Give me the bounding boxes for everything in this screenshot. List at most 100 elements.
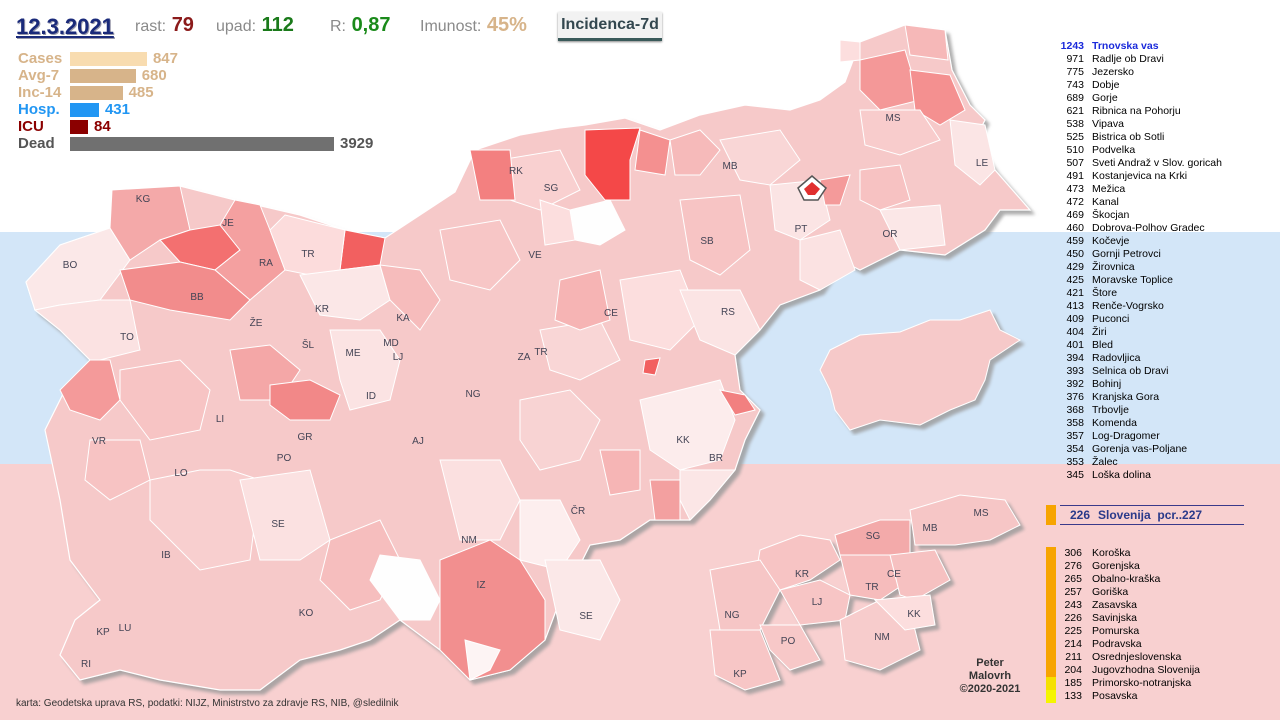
ranking-row[interactable]: 404 Žiri bbox=[1056, 326, 1276, 338]
ranking-row[interactable]: 358 Komenda bbox=[1056, 417, 1276, 429]
map-label: TO bbox=[120, 332, 134, 343]
ranking-value: 353 bbox=[1066, 456, 1084, 468]
region-swatch bbox=[1046, 612, 1056, 625]
map-label: IZ bbox=[476, 580, 486, 591]
map-label: BR bbox=[709, 453, 723, 464]
region-value: 211 bbox=[1065, 651, 1082, 663]
ranking-municipality: Podvelka bbox=[1092, 144, 1136, 156]
ranking-value: 689 bbox=[1066, 92, 1084, 104]
ranking-municipality: Gorje bbox=[1092, 92, 1118, 104]
ranking-row[interactable]: 491 Kostanjevica na Krki bbox=[1056, 170, 1276, 182]
ranking-municipality: Trnovska vas bbox=[1092, 40, 1159, 52]
stat-name: Hosp. bbox=[18, 101, 60, 118]
map-label: SB bbox=[700, 236, 714, 247]
ranking-row[interactable]: 421 Štore bbox=[1056, 287, 1276, 299]
ranking-value: 507 bbox=[1066, 157, 1084, 169]
region-row[interactable]: 257 Goriška bbox=[1046, 586, 1276, 599]
ranking-row[interactable]: 460 Dobrova-Polhov Gradec bbox=[1056, 222, 1276, 234]
ranking-value: 401 bbox=[1066, 339, 1084, 351]
region-row[interactable]: 306 Koroška bbox=[1046, 547, 1276, 560]
region-row[interactable]: 265 Obalno-kraška bbox=[1046, 573, 1276, 586]
region-row[interactable]: 243 Zasavska bbox=[1046, 599, 1276, 612]
region-swatch bbox=[1046, 638, 1056, 651]
ranking-row[interactable]: 394 Radovljica bbox=[1056, 352, 1276, 364]
region-swatch bbox=[1046, 651, 1056, 664]
map-label: TR bbox=[534, 347, 548, 358]
map-label: SE bbox=[579, 611, 593, 622]
stat-bar bbox=[70, 120, 88, 134]
ranking-municipality: Kanal bbox=[1092, 196, 1119, 208]
ranking-row[interactable]: 621 Ribnica na Pohorju bbox=[1056, 105, 1276, 117]
map-label: LJ bbox=[392, 352, 404, 363]
ranking-row[interactable]: 345 Loška dolina bbox=[1056, 469, 1276, 481]
stat-bar bbox=[70, 86, 123, 100]
ranking-row[interactable]: 459 Kočevje bbox=[1056, 235, 1276, 247]
ranking-row[interactable]: 429 Žirovnica bbox=[1056, 261, 1276, 273]
ranking-row[interactable]: 393 Selnica ob Dravi bbox=[1056, 365, 1276, 377]
region-name: Posavska bbox=[1092, 690, 1138, 702]
ranking-municipality: Jezersko bbox=[1092, 66, 1135, 78]
ranking-row[interactable]: 401 Bled bbox=[1056, 339, 1276, 351]
ranking-row[interactable]: 775 Jezersko bbox=[1056, 66, 1276, 78]
rast-stat: rast: 79 bbox=[135, 14, 194, 37]
ranking-row[interactable]: 469 Škocjan bbox=[1056, 209, 1276, 221]
region-swatch bbox=[1046, 690, 1056, 703]
map-label: MS bbox=[885, 113, 901, 124]
ranking-row[interactable]: 353 Žalec bbox=[1056, 456, 1276, 468]
ranking-row[interactable]: 357 Log-Dragomer bbox=[1056, 430, 1276, 442]
region-row[interactable]: 211 Osrednjeslovenska bbox=[1046, 651, 1276, 664]
map-label: KG bbox=[135, 194, 151, 205]
ranking-value: 425 bbox=[1066, 274, 1084, 286]
ranking-row[interactable]: 376 Kranjska Gora bbox=[1056, 391, 1276, 403]
map-label: RK bbox=[509, 166, 523, 177]
ranking-municipality: Mežica bbox=[1092, 183, 1126, 195]
ranking-value: 421 bbox=[1066, 287, 1084, 299]
region-value: 185 bbox=[1064, 677, 1082, 689]
region-row[interactable]: 225 Pomurska bbox=[1046, 625, 1276, 638]
ranking-row[interactable]: 472 Kanal bbox=[1056, 196, 1276, 208]
ranking-row[interactable]: 392 Bohinj bbox=[1056, 378, 1276, 390]
ranking-row[interactable]: 413 Renče-Vogrsko bbox=[1056, 300, 1276, 312]
map-label: OR bbox=[882, 229, 898, 240]
ranking-row[interactable]: 507 Sveti Andraž v Slov. goricah bbox=[1056, 157, 1276, 169]
ranking-row[interactable]: 368 Trbovlje bbox=[1056, 404, 1276, 416]
ranking-row[interactable]: 689 Gorje bbox=[1056, 92, 1276, 104]
ranking-value: 538 bbox=[1066, 118, 1084, 130]
ranking-row[interactable]: 525 Bistrica ob Sotli bbox=[1056, 131, 1276, 143]
ranking-municipality: Kostanjevica na Krki bbox=[1092, 170, 1188, 182]
region-row[interactable]: 226 Savinjska bbox=[1046, 612, 1276, 625]
author-line-1: Peter bbox=[976, 657, 1004, 669]
map-label: RS bbox=[721, 307, 735, 318]
trnovska-vas-marker[interactable] bbox=[797, 175, 827, 201]
region-value: 276 bbox=[1064, 560, 1082, 572]
ranking-row[interactable]: 1243 Trnovska vas bbox=[1056, 40, 1276, 52]
ranking-value: 354 bbox=[1066, 443, 1084, 455]
ranking-municipality: Log-Dragomer bbox=[1092, 430, 1160, 442]
ranking-row[interactable]: 473 Mežica bbox=[1056, 183, 1276, 195]
inset-map-label: KK bbox=[907, 609, 921, 620]
slovenia-mini-outline bbox=[819, 309, 1021, 431]
report-date: 12.3.2021 bbox=[16, 14, 114, 39]
slovenia-value: 226 bbox=[1069, 508, 1090, 522]
region-row[interactable]: 214 Podravska bbox=[1046, 638, 1276, 651]
map-label: VE bbox=[528, 250, 542, 261]
r-value: 0,87 bbox=[351, 14, 391, 36]
ranking-row[interactable]: 510 Podvelka bbox=[1056, 144, 1276, 156]
ranking-value: 459 bbox=[1066, 235, 1084, 247]
ranking-row[interactable]: 354 Gorenja vas-Poljane bbox=[1056, 443, 1276, 455]
map-label: LU bbox=[118, 623, 132, 634]
ranking-row[interactable]: 971 Radlje ob Dravi bbox=[1056, 53, 1276, 65]
ranking-value: 473 bbox=[1066, 183, 1084, 195]
region-row[interactable]: 276 Gorenjska bbox=[1046, 560, 1276, 573]
region-row[interactable]: 185 Primorsko-notranjska bbox=[1046, 677, 1276, 690]
region-row[interactable]: 133 Posavska bbox=[1046, 690, 1276, 703]
ranking-row[interactable]: 450 Gornji Petrovci bbox=[1056, 248, 1276, 260]
region-row[interactable]: 204 Jugovzhodna Slovenija bbox=[1046, 664, 1276, 677]
ranking-row[interactable]: 538 Vipava bbox=[1056, 118, 1276, 130]
map-label: GR bbox=[297, 432, 313, 443]
ranking-row[interactable]: 409 Puconci bbox=[1056, 313, 1276, 325]
ranking-row[interactable]: 425 Moravske Toplice bbox=[1056, 274, 1276, 286]
incidence-mode-button[interactable]: Incidenca-7d bbox=[558, 12, 662, 41]
ranking-row[interactable]: 743 Dobje bbox=[1056, 79, 1276, 91]
